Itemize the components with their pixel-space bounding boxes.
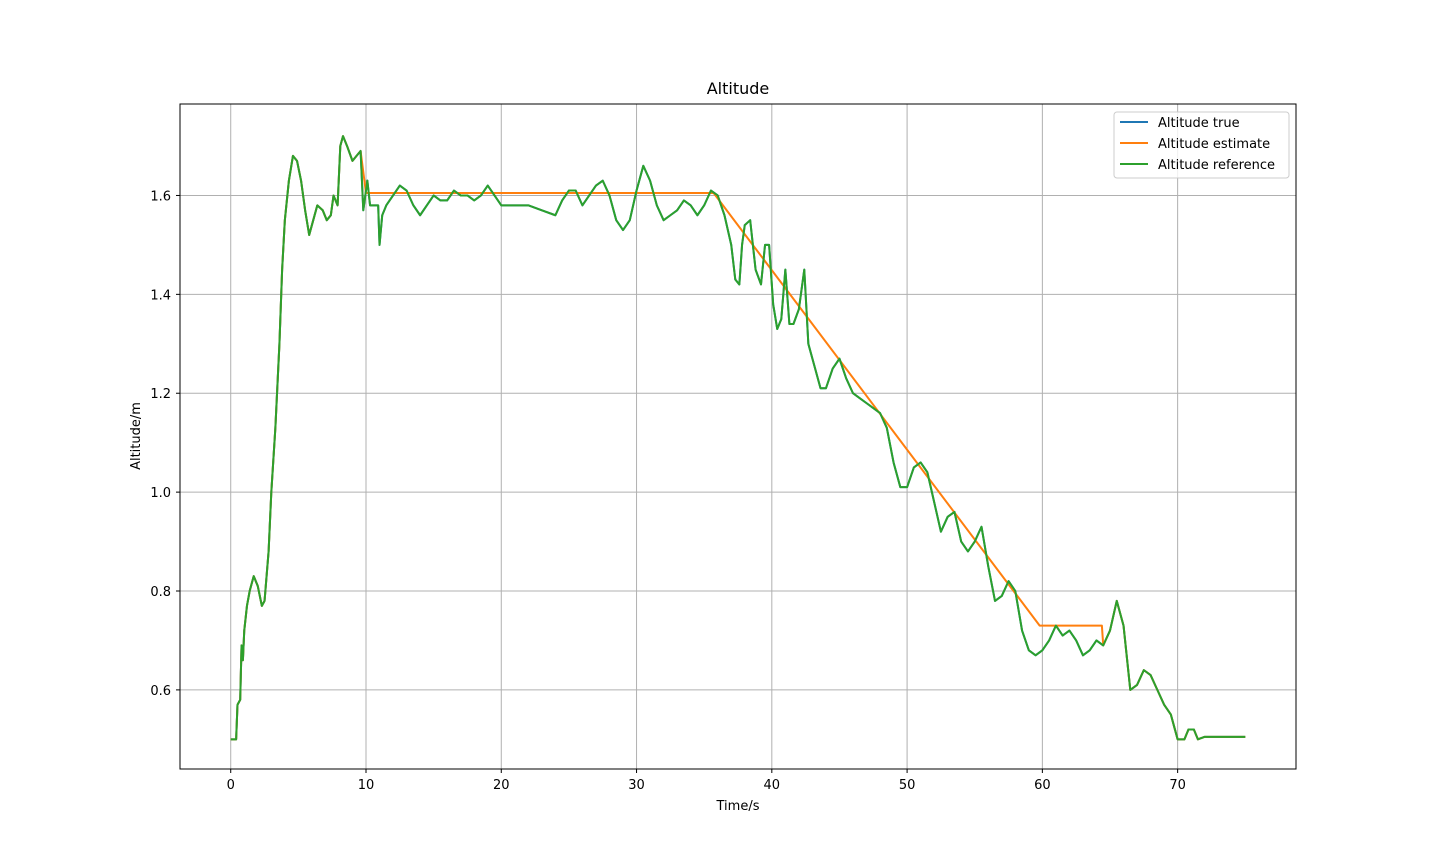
x-tick-label: 50 [899, 778, 916, 793]
x-tick-label: 40 [764, 778, 781, 793]
plot-frame [179, 103, 1297, 770]
x-tick-label: 0 [227, 778, 235, 793]
y-tick-label: 1.2 [150, 387, 171, 402]
x-tick-label: 60 [1034, 778, 1051, 793]
y-tick-label: 1.0 [150, 486, 171, 501]
series-lines [230, 135, 1246, 741]
y-axis-ticks: 0.6 0.8 1.0 1.2 1.4 1.6 [150, 189, 180, 699]
x-axis-title: Time/s [716, 799, 760, 814]
legend-label: Altitude estimate [1158, 137, 1270, 152]
legend-label: Altitude true [1158, 116, 1240, 131]
legend-box [1113, 111, 1290, 179]
series-line-2 [230, 135, 1246, 741]
x-axis-ticks: 0 10 20 30 40 50 60 70 [227, 769, 1186, 793]
y-tick-label: 1.4 [150, 288, 171, 303]
legend-label: Altitude reference [1158, 158, 1275, 173]
x-tick-label: 20 [493, 778, 510, 793]
grid [180, 104, 1296, 769]
chart-title: Altitude [707, 79, 770, 98]
x-tick-label: 10 [358, 778, 375, 793]
y-axis-title: Altitude/m [129, 402, 144, 470]
x-tick-label: 70 [1169, 778, 1186, 793]
legend: Altitude true Altitude estimate Altitude r… [1113, 111, 1290, 179]
y-tick-label: 0.8 [150, 585, 171, 600]
y-tick-label: 0.6 [150, 684, 171, 699]
x-tick-label: 30 [628, 778, 645, 793]
y-tick-label: 1.6 [150, 189, 171, 204]
